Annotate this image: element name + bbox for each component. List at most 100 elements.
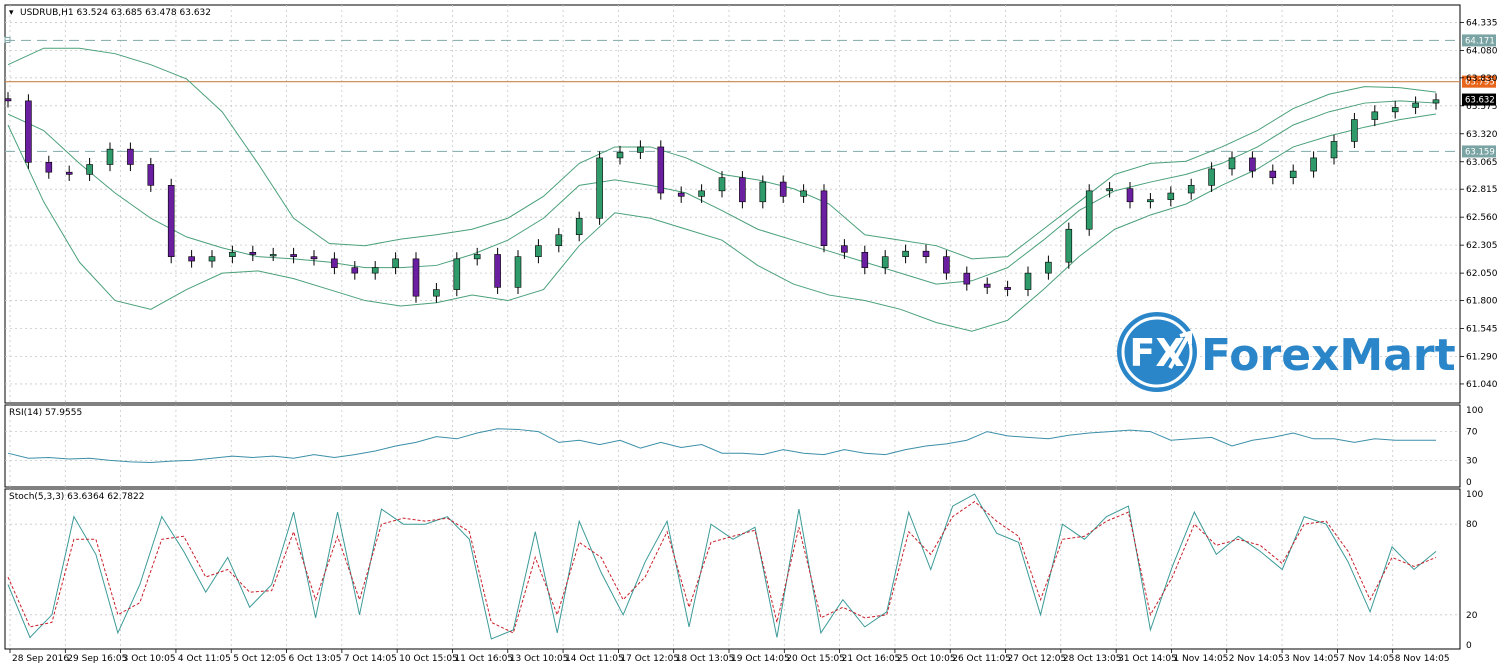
level-tag-label: 63.159 [1465,147,1495,157]
candle-body [1126,188,1134,203]
time-tick-label: 3 Nov 14:05 [1284,654,1339,664]
candle-body [800,190,807,197]
logo-circle [1117,312,1197,392]
candle-body [249,251,257,255]
rsi-panel[interactable] [4,404,1461,488]
logo-arrow-icon [1168,330,1192,369]
candle-body [1208,168,1215,186]
candle-body [412,258,420,297]
candle-body [392,258,399,268]
candle-body [922,250,930,257]
price-tick-label: 61.800 [1466,297,1498,307]
time-tick-label: 7 Oct 14:05 [344,654,397,664]
candle-body [310,256,318,260]
candle-body [188,256,195,262]
time-tick-label: 20 Oct 15:05 [786,654,845,664]
candle-body [1371,111,1379,120]
time-tick-label: 4 Oct 11:05 [178,654,231,664]
level-tag [1462,145,1496,158]
candle-body [453,258,461,290]
time-tick-label: 25 Oct 10:05 [897,654,956,664]
time-tick-label: 19 Oct 14:05 [731,654,790,664]
time-tick-label: 2 Nov 14:05 [1229,654,1284,664]
candle-body [25,100,32,163]
price-tick-label: 63.320 [1466,130,1498,140]
candle-body [494,254,501,288]
time-tick-label: 13 Oct 10:05 [510,654,569,664]
candle-body [963,272,971,285]
level-tag-label: 63.632 [1465,96,1495,106]
time-tick-label: 8 Nov 14:05 [1395,654,1450,664]
price-tick-label: 61.545 [1466,325,1498,335]
time-tick-label: 21 Oct 16:05 [842,654,901,664]
forexmart-logo: FX ForexMart [1117,312,1456,392]
candle-body [1024,272,1032,290]
candle-body [779,181,787,197]
candle-body [127,148,134,165]
candle-body [371,267,379,274]
time-tick-label: 28 Sep 2016 [12,654,69,664]
level-tag [1462,34,1496,47]
candle-body [637,146,644,153]
time-tick-label: 7 Nov 14:05 [1339,654,1394,664]
candle-body [147,164,155,186]
rsi-tick-label: 30 [1466,456,1478,466]
rsi-tick-label: 0 [1466,478,1472,488]
candle-body [983,283,991,288]
logo-text: ForexMart [1201,330,1456,381]
time-tick-label: 29 Sep 16:05 [67,654,127,664]
time-tick-label: 28 Oct 13:05 [1063,654,1122,664]
time-tick-label: 6 Oct 13:05 [289,654,342,664]
bollinger-lower [7,113,1437,332]
price-tick-label: 62.815 [1466,185,1498,195]
candle-body [1249,157,1256,172]
candle-body [4,98,12,102]
candle-body [535,245,542,257]
price-panel[interactable] [4,4,1461,404]
candle-body [1391,107,1399,113]
candle-body [45,162,53,173]
candle-body [290,254,297,257]
time-tick-label: 1 Nov 14:05 [1173,654,1228,664]
candle-body [269,254,277,257]
candle-body [1289,170,1297,178]
stoch-tick-label: 20 [1466,611,1478,621]
candle-body [820,190,828,246]
candle-body [759,181,767,203]
candle-body [106,148,114,165]
stoch-tick-label: 80 [1466,520,1478,530]
time-tick-label: 31 Oct 14:05 [1118,654,1177,664]
price-title: USDRUB,H1 63.524 63.685 63.478 63.632 [20,8,211,18]
candle-body [1147,199,1154,203]
bollinger-middle [7,100,1437,285]
candle-body [1432,99,1440,104]
candle-body [473,254,481,260]
rsi-tick-label: 70 [1466,428,1478,438]
candle-body [657,146,665,194]
candle-body [167,185,175,257]
candle-body [1106,188,1113,192]
time-tick-label: 3 Oct 10:05 [123,654,176,664]
candle-body [841,245,848,253]
level-tag [1462,93,1496,106]
time-tick-label: 14 Oct 11:05 [565,654,624,664]
candle-body [718,177,726,192]
candle-body [1330,141,1338,159]
candle-body [1065,228,1073,263]
candle-body [596,157,603,219]
level-tag-label: 64.171 [1465,36,1495,46]
candle-body [86,164,93,175]
candle-body [1310,157,1317,172]
candle-body [1004,287,1011,290]
candle-body [1167,192,1175,200]
level-tag-label: 63.795 [1465,78,1495,88]
time-tick-label: 10 Oct 15:05 [399,654,458,664]
logo-ring [1121,316,1193,388]
time-tick-label: 27 Oct 12:05 [1008,654,1067,664]
price-title-arrow-icon: ▾ [9,8,14,18]
stoch-panel[interactable] [4,488,1461,650]
candle-body [943,256,950,274]
price-tick-label: 61.040 [1466,380,1498,390]
time-tick-label: 11 Oct 16:05 [454,654,513,664]
